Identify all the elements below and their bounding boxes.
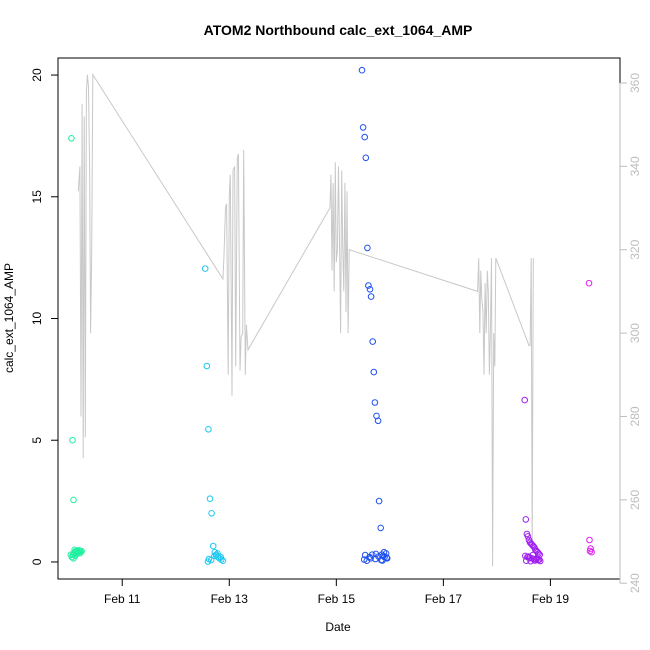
data-point: [377, 524, 385, 532]
data-point: [366, 286, 374, 293]
y-tick-label: 10: [30, 312, 44, 326]
data-point: [370, 368, 378, 376]
data-point: [73, 550, 80, 558]
x-tick-label: Feb 19: [532, 592, 570, 606]
data-point: [367, 293, 375, 300]
data-point: [524, 533, 532, 540]
data-point: [530, 542, 537, 550]
data-point: [69, 436, 76, 444]
data-point: [217, 556, 225, 563]
data-point: [359, 124, 367, 131]
data-point: [588, 548, 595, 556]
data-point: [76, 549, 84, 557]
data-point: [367, 555, 374, 562]
data-point: [219, 557, 227, 565]
y2-tick-label: 300: [628, 323, 642, 343]
data-point: [208, 510, 215, 517]
y2-tick-label: 320: [628, 239, 642, 259]
data-point: [214, 550, 221, 557]
data-point: [365, 282, 372, 289]
data-point: [368, 551, 376, 559]
data-point: [75, 547, 83, 554]
x-tick-label: Feb 15: [318, 592, 356, 606]
y-tick-label: 20: [30, 68, 44, 82]
x-tick-label: Feb 13: [211, 592, 249, 606]
data-point: [369, 338, 377, 345]
y2-tick-label: 360: [628, 73, 642, 93]
y-axis-label: calc_ext_1064_AMP: [2, 263, 16, 373]
data-point: [68, 135, 75, 142]
data-point: [78, 547, 85, 555]
data-point: [71, 552, 79, 560]
data-point: [205, 555, 213, 563]
data-point: [536, 557, 544, 565]
x-axis-label: Date: [325, 620, 351, 634]
data-point: [361, 133, 369, 141]
x-tick-label: Feb 11: [104, 592, 141, 606]
data-point: [379, 557, 386, 564]
data-point: [522, 516, 530, 523]
data-point: [521, 396, 529, 404]
y-tick-label: 15: [30, 190, 44, 204]
y2-tick-label: 240: [628, 573, 642, 593]
data-point: [586, 536, 593, 544]
y2-axis: 240 260 280 300 320 340 360: [619, 73, 642, 593]
data-point: [586, 547, 594, 555]
data-point: [529, 551, 537, 559]
y-tick-label: 0: [30, 558, 44, 565]
data-point: [361, 551, 369, 559]
data-point: [201, 265, 209, 272]
data-point: [364, 244, 371, 252]
y2-tick-label: 260: [628, 489, 642, 509]
y2-tick-label: 280: [628, 406, 642, 426]
secondary-line: [77, 73, 534, 567]
data-point: [372, 550, 380, 558]
plot-frame: [57, 57, 621, 580]
data-point: [362, 154, 370, 162]
y-tick-label: 5: [30, 437, 44, 444]
x-tick-label: Feb 17: [425, 592, 463, 606]
y-axis: 0 5 10 15 20: [30, 68, 59, 565]
data-point: [70, 496, 77, 504]
secondary-series-line: [77, 73, 534, 567]
data-point: [525, 553, 532, 560]
data-point: [206, 495, 214, 503]
data-point: [205, 426, 212, 433]
chart-title: ATOM2 Northbound calc_ext_1064_AMP: [204, 22, 473, 38]
data-point: [380, 548, 388, 556]
x-axis: Feb 11 Feb 13 Feb 15 Feb 17 Feb 19: [104, 578, 570, 606]
data-point: [585, 279, 593, 287]
y2-tick-label: 340: [628, 156, 642, 176]
data-point: [374, 417, 382, 425]
data-point: [209, 542, 217, 550]
data-point: [358, 66, 366, 74]
data-point: [371, 399, 379, 406]
data-points: [67, 66, 595, 565]
data-point: [203, 362, 211, 370]
data-point: [375, 497, 383, 505]
data-point: [212, 551, 220, 559]
